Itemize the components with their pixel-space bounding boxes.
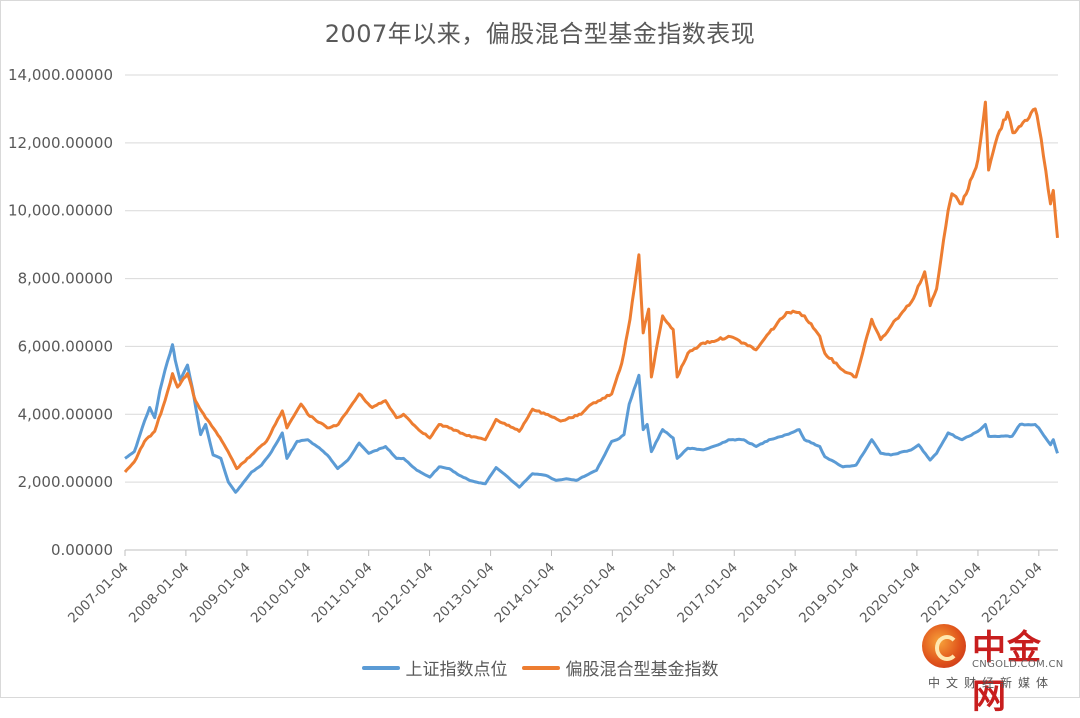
y-tick-label: 2,000.00000 — [18, 473, 113, 491]
y-tick-label: 6,000.00000 — [18, 337, 113, 355]
cngold-logo-icon — [922, 624, 966, 668]
line-chart: 0.00000 2,000.00000 4,000.00000 6,000.00000… — [8, 66, 1059, 626]
legend-item-fund-index: 偏股混合型基金指数 — [521, 655, 719, 680]
legend-swatch-fund-index — [521, 665, 560, 670]
x-tick-label: 2018-01-04 — [735, 560, 802, 627]
y-axis-ticks: 0.00000 2,000.00000 4,000.00000 6,000.00000… — [8, 66, 113, 559]
x-tick-label: 2022-01-04 — [979, 560, 1046, 627]
x-tick-label: 2013-01-04 — [431, 560, 498, 627]
x-tick-label: 2015-01-04 — [552, 560, 619, 627]
series-lines — [123, 100, 1059, 494]
legend: 上证指数点位 偏股混合型基金指数 — [0, 655, 1080, 680]
legend-label-shanghai-index: 上证指数点位 — [405, 660, 508, 680]
x-tick-label: 2007-01-04 — [65, 560, 132, 627]
y-tick-label: 14,000.00000 — [8, 66, 113, 84]
x-tick-label: 2014-01-04 — [492, 560, 559, 627]
x-tick-label: 2011-01-04 — [309, 560, 376, 627]
x-tick-label: 2010-01-04 — [248, 560, 315, 627]
y-tick-label: 10,000.00000 — [8, 202, 113, 220]
x-tick-label: 2020-01-04 — [857, 560, 924, 627]
x-axis-ticks: 2007-01-042008-01-042009-01-042010-01-04… — [65, 550, 1046, 626]
y-tick-label: 12,000.00000 — [8, 134, 113, 152]
x-tick-label: 2019-01-04 — [796, 560, 863, 627]
series-line-0 — [124, 343, 1059, 494]
y-tick-label: 0.00000 — [51, 541, 113, 559]
chart-title: 2007年以来，偏股混合型基金指数表现 — [324, 20, 756, 48]
x-tick-label: 2017-01-04 — [674, 560, 741, 627]
watermark: 中金网 CNGOLD.COM.CN 中文财经新媒体 — [920, 622, 1070, 717]
y-tick-label: 8,000.00000 — [18, 270, 113, 288]
chart-frame — [0, 0, 1080, 698]
legend-swatch-shanghai-index — [361, 665, 400, 670]
watermark-slogan: 中文财经新媒体 — [928, 676, 1055, 690]
legend-item-shanghai-index: 上证指数点位 — [361, 655, 508, 680]
x-tick-label: 2012-01-04 — [370, 560, 437, 627]
watermark-domain: CNGOLD.COM.CN — [972, 659, 1064, 670]
gridlines — [125, 74, 1058, 483]
series-line-1 — [123, 100, 1059, 473]
y-tick-label: 4,000.00000 — [18, 405, 113, 423]
legend-label-fund-index: 偏股混合型基金指数 — [565, 660, 719, 680]
x-tick-label: 2008-01-04 — [126, 560, 193, 627]
x-tick-label: 2016-01-04 — [613, 560, 680, 627]
x-tick-label: 2009-01-04 — [187, 560, 254, 627]
x-tick-label: 2021-01-04 — [918, 560, 985, 627]
